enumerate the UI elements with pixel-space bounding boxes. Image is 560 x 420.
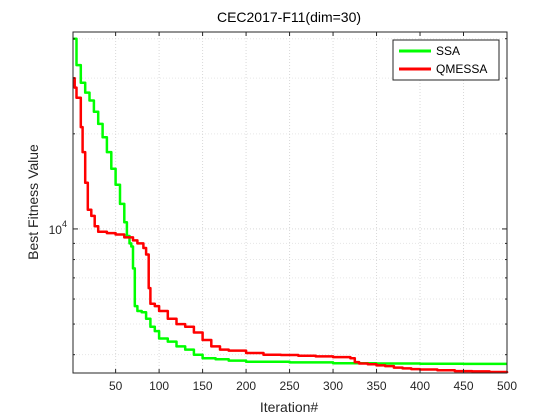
x-tick-label: 350 [367,379,387,393]
y-axis-label: Best Fitness Value [25,144,41,260]
x-tick-label: 150 [193,379,213,393]
series-line-ssa [73,37,507,366]
series-line-qmessa [73,76,509,374]
y-ticks: 104 [49,38,507,356]
legend-label-qmessa: QMESSA [436,62,487,76]
legend-label-ssa: SSA [436,44,460,58]
y-tick-label: 104 [49,219,67,237]
chart-title: CEC2017-F11(dim=30) [217,9,361,25]
series-group [73,37,509,374]
grid [73,32,508,373]
x-tick-label: 400 [410,379,430,393]
legend: SSA QMESSA [392,39,500,81]
x-tick-label: 250 [280,379,300,393]
x-tick-label: 50 [109,379,123,393]
legend-box [392,39,500,81]
x-tick-label: 500 [497,379,517,393]
x-tick-label: 100 [149,379,169,393]
x-tick-label: 450 [453,379,473,393]
x-ticks: 50 100 150 200 250 300 350 400 450 500 [109,32,517,393]
x-tick-label: 200 [236,379,256,393]
x-axis-label: Iteration# [260,399,319,415]
x-tick-label: 300 [323,379,343,393]
